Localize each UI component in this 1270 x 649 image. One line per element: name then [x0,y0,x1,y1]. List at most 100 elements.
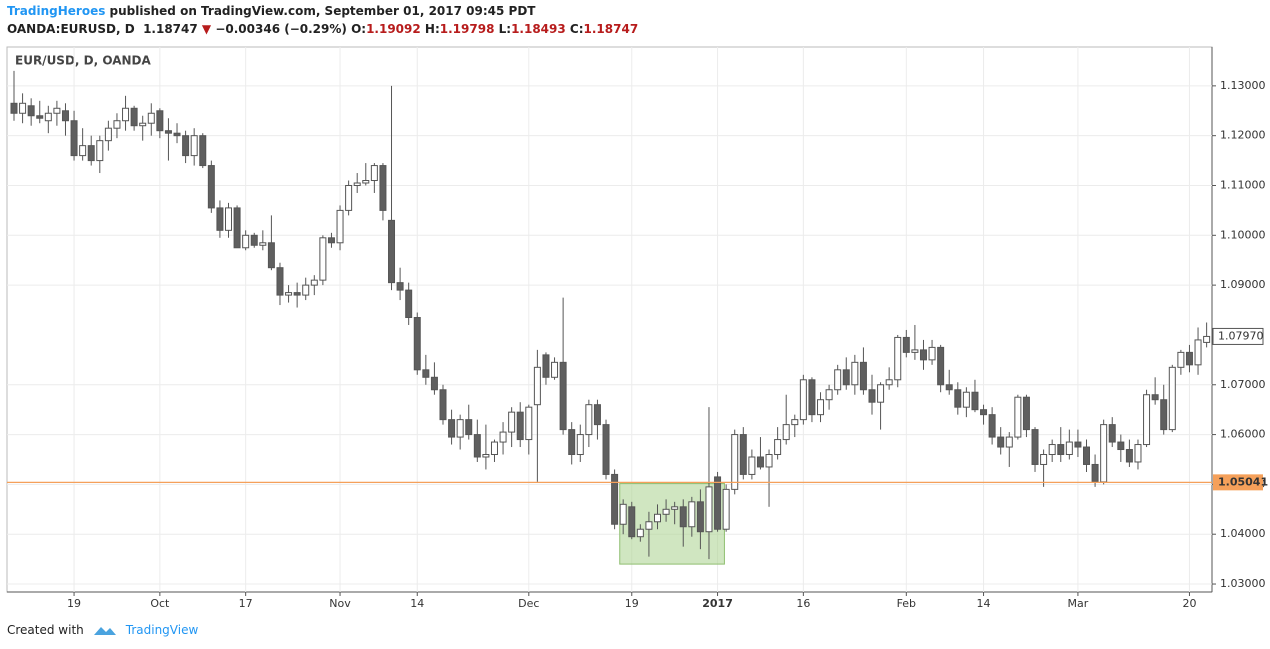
candle-body [885,379,893,386]
candle-body [190,135,198,157]
x-tick-label: Mar [1068,597,1089,610]
candle-body [319,237,327,281]
candle-body [276,267,284,296]
o-label: O: [351,22,367,36]
candle-body [456,419,464,438]
candle-body [628,506,636,538]
h-label: H: [424,22,440,36]
candle-body [250,234,258,246]
candle-body [413,317,421,371]
candle-body [705,486,713,533]
y-tick-label: 1.04000 [1220,527,1266,540]
candle-body [825,389,833,401]
candle-body [182,135,190,157]
candle-body [173,132,181,137]
candle-body [593,404,601,426]
x-tick-label: 14 [977,597,991,610]
candle-body [928,346,936,361]
candle-body [370,165,378,182]
candle-body [1125,449,1133,463]
hline-label-box [1213,474,1263,491]
down-icon: ▼ [201,22,212,36]
candle-body [1014,396,1022,438]
candle-body [696,501,704,533]
candle-body [954,389,962,408]
candle-body [19,102,27,114]
x-tick-label: Dec [518,597,539,610]
candle-body [1177,351,1185,368]
candle-body [233,207,241,249]
candle-body [216,207,224,231]
candle-body [756,456,764,468]
x-tick-label: Oct [150,597,170,610]
candle-body [533,366,541,406]
candle-body [490,441,498,456]
candle-body [962,391,970,408]
candle-body [1040,454,1048,465]
y-tick-label: 1.03000 [1220,577,1266,590]
candle-body [636,528,644,538]
candle-body [1203,335,1211,343]
candle-body [1168,366,1176,431]
candle-body [799,379,807,421]
candle-body [379,165,387,211]
candle-body [36,115,44,119]
x-tick-label: 2017 [702,597,733,610]
footer: Created with TradingView [7,623,198,637]
candle-body [937,346,945,386]
candle-body [1083,446,1090,465]
x-tick-label: 19 [625,597,639,610]
candle-body [559,361,567,431]
brand[interactable]: TradingView [125,623,199,637]
candle-body [1160,399,1168,431]
candle-body [285,292,293,296]
candle-body [859,361,867,391]
candle-body [130,107,138,127]
hline-label: 1.05041 [1218,475,1268,488]
candle-body [465,419,473,436]
y-tick-label: 1.10000 [1220,228,1266,241]
candle-body [551,361,559,378]
candle-body [525,406,533,441]
candle-body [834,369,842,391]
candle-body [765,454,773,468]
candle-body [499,431,507,443]
candle-body [911,349,919,353]
candle-body [61,110,69,122]
candle-body [53,107,61,114]
candle-body [293,292,301,296]
candle-body [919,349,927,361]
candle-body [396,282,404,291]
candle-body [327,237,335,244]
chart: EUR/USD, D, OANDA 1.030001.040001.050001… [6,46,1268,610]
candle-body [842,369,850,386]
candle-body [353,182,361,186]
x-tick-label: 19 [67,597,81,610]
x-tick-label: 20 [1182,597,1196,610]
candle-body [405,289,413,319]
candle-body [654,513,661,523]
y-tick-label: 1.11000 [1220,178,1266,191]
candle-body [242,234,250,249]
price: 1.18747 [143,22,198,36]
candle-body [44,112,52,122]
x-tick-label: 14 [410,597,424,610]
candle-body [1091,463,1099,483]
candle-body [1100,424,1108,483]
symbol: OANDA:EURUSD, D [7,22,135,36]
candle-body [156,110,164,132]
candle-body [817,399,825,416]
candle-body [542,354,550,378]
candle-body [310,279,318,286]
candle-body [619,503,627,525]
candle-body [1134,444,1142,463]
candle-body [714,476,722,530]
candle-body [508,411,516,433]
author[interactable]: TradingHeroes [7,4,106,18]
header-line: TradingHeroes published on TradingView.c… [7,4,535,18]
candle-body [1057,444,1065,456]
candle-body [27,105,35,117]
candle-body [739,434,747,475]
candle-body [10,102,18,114]
candle-body [731,434,739,490]
